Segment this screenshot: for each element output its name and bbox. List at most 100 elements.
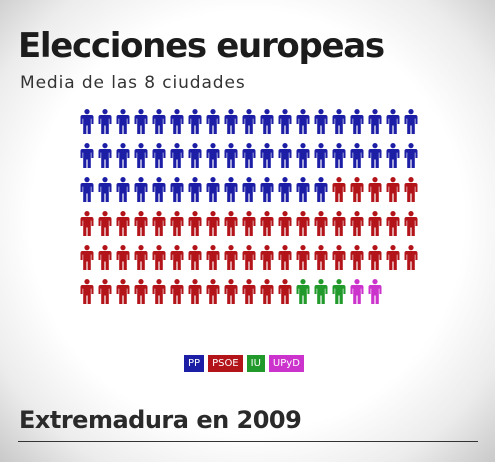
person-icon-psoe (386, 211, 400, 236)
person-icon-iu (314, 279, 328, 304)
person-icon-pp (314, 109, 328, 134)
person-icon-psoe (134, 245, 148, 270)
person-icon-pp (170, 109, 184, 134)
person-icon-pp (188, 143, 202, 168)
person-icon-pp (188, 177, 202, 202)
person-icon-upyd (368, 279, 382, 304)
legend: PP PSOE IU UPyD (184, 355, 304, 372)
person-icon-psoe (386, 245, 400, 270)
person-icon-pp (224, 143, 238, 168)
person-icon-pp (206, 177, 220, 202)
person-icon-pp (260, 109, 274, 134)
person-icon-psoe (134, 279, 148, 304)
person-icon-pp (404, 109, 418, 134)
person-icon-psoe (386, 177, 400, 202)
person-icon-pp (206, 143, 220, 168)
chart-title: Elecciones europeas (18, 26, 385, 66)
person-icon-psoe (368, 211, 382, 236)
person-icon-psoe (314, 245, 328, 270)
person-icon-psoe (206, 279, 220, 304)
legend-item-pp: PP (184, 355, 205, 372)
person-icon-psoe (224, 245, 238, 270)
person-icon-psoe (350, 211, 364, 236)
person-icon-psoe (80, 279, 94, 304)
person-icon-pp (368, 109, 382, 134)
person-icon-pp (260, 143, 274, 168)
person-icon-psoe (98, 245, 112, 270)
person-icon-psoe (314, 211, 328, 236)
person-icon-psoe (98, 279, 112, 304)
person-icon-pp (152, 177, 166, 202)
person-icon-pp (386, 109, 400, 134)
person-icon-psoe (134, 211, 148, 236)
person-icon-pp (224, 177, 238, 202)
person-icon-psoe (368, 177, 382, 202)
person-icon-psoe (260, 211, 274, 236)
person-icon-iu (332, 279, 346, 304)
divider (18, 441, 478, 442)
person-icon-psoe (260, 279, 274, 304)
person-icon-psoe (332, 245, 346, 270)
section-title: Extremadura en 2009 (19, 406, 302, 434)
person-icon-pp (332, 109, 346, 134)
person-icon-pp (242, 177, 256, 202)
person-icon-psoe (332, 211, 346, 236)
person-icon-psoe (152, 211, 166, 236)
person-icon-pp (332, 143, 346, 168)
person-icon-psoe (404, 177, 418, 202)
person-icon-pp (80, 109, 94, 134)
person-icon-iu (296, 279, 310, 304)
person-icon-pp (134, 109, 148, 134)
person-icon-pp (98, 143, 112, 168)
legend-item-iu: IU (246, 355, 265, 372)
chart-subtitle: Media de las 8 ciudades (20, 73, 246, 93)
person-icon-pp (386, 143, 400, 168)
legend-item-psoe: PSOE (208, 355, 243, 372)
person-icon-psoe (350, 245, 364, 270)
person-icon-pp (242, 143, 256, 168)
person-icon-psoe (98, 211, 112, 236)
person-icon-psoe (296, 245, 310, 270)
person-icon-pp (296, 109, 310, 134)
person-icon-pp (116, 109, 130, 134)
person-icon-psoe (278, 279, 292, 304)
person-icon-pp (116, 143, 130, 168)
person-icon-pp (80, 177, 94, 202)
person-icon-upyd (350, 279, 364, 304)
person-icon-psoe (188, 211, 202, 236)
person-icon-pp (296, 177, 310, 202)
person-icon-psoe (404, 245, 418, 270)
person-icon-pp (296, 143, 310, 168)
person-icon-pp (350, 143, 364, 168)
person-icon-psoe (206, 245, 220, 270)
person-icon-pp (224, 109, 238, 134)
person-icon-pp (350, 109, 364, 134)
person-icon-psoe (188, 245, 202, 270)
person-icon-pp (152, 143, 166, 168)
person-icon-pp (278, 143, 292, 168)
person-icon-pp (152, 109, 166, 134)
person-icon-psoe (278, 245, 292, 270)
person-icon-pp (368, 143, 382, 168)
person-icon-pp (80, 143, 94, 168)
person-icon-pp (278, 177, 292, 202)
person-icon-pp (98, 109, 112, 134)
person-icon-psoe (80, 245, 94, 270)
person-icon-pp (206, 109, 220, 134)
person-icon-pp (404, 143, 418, 168)
person-icon-psoe (242, 211, 256, 236)
person-icon-pp (260, 177, 274, 202)
legend-item-upyd: UPyD (268, 355, 304, 372)
person-icon-psoe (206, 211, 220, 236)
person-icon-psoe (170, 279, 184, 304)
person-icon-psoe (224, 279, 238, 304)
person-icon-psoe (80, 211, 94, 236)
person-icon-psoe (242, 245, 256, 270)
person-icon-psoe (224, 211, 238, 236)
person-icon-psoe (116, 211, 130, 236)
person-icon-psoe (116, 245, 130, 270)
person-icon-psoe (152, 279, 166, 304)
person-icon-psoe (260, 245, 274, 270)
person-icon-psoe (296, 211, 310, 236)
person-icon-psoe (170, 245, 184, 270)
